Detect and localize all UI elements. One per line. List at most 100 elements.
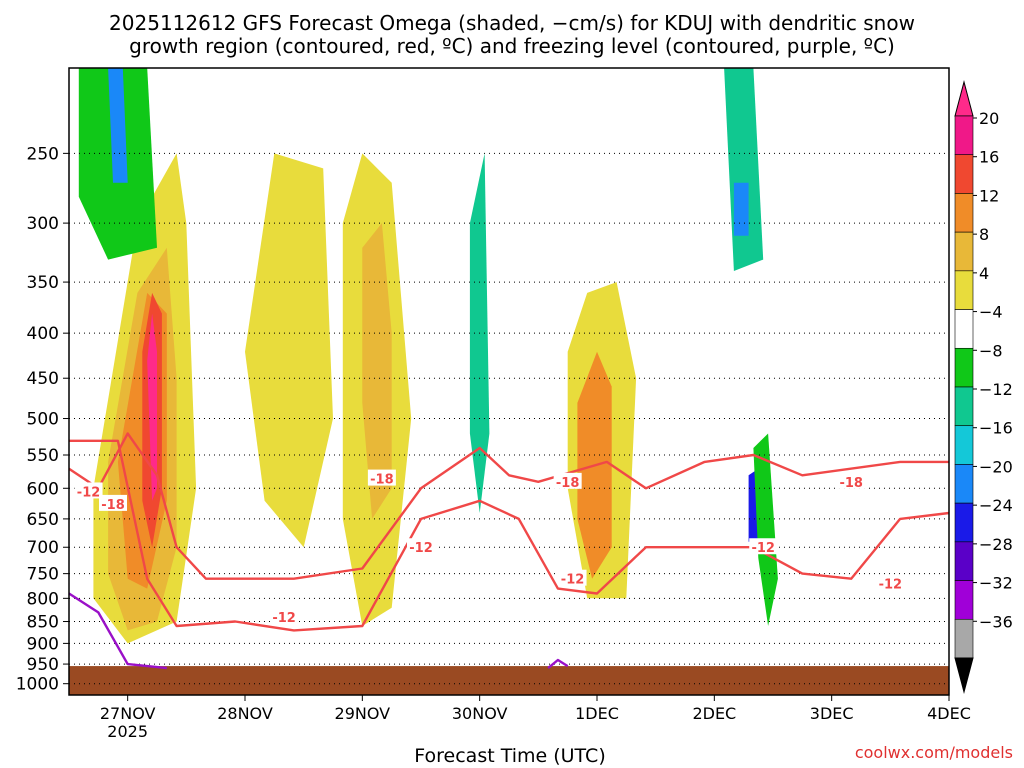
y-tick-label-450: 450 <box>27 369 59 389</box>
plot-area: -12-18-18-12-18-12-12-18-12-12 <box>68 67 950 696</box>
w-descent-26nov-blue <box>108 68 128 183</box>
x-tick-label-1: 28NOV <box>217 704 273 723</box>
contour-label-1: -18 <box>101 498 125 513</box>
temperature-contours <box>68 432 950 670</box>
y-tick-label-500: 500 <box>27 410 59 430</box>
colorbar-bottom-arrow <box>954 657 974 694</box>
contour-label-bg-3 <box>407 538 435 555</box>
colorbar-top-arrow <box>954 80 974 117</box>
colorbar-label-3: 8 <box>979 225 989 244</box>
colorbar-label-0: 20 <box>979 109 999 128</box>
colorbar-swatch-0 <box>954 115 974 156</box>
freezing-level <box>68 592 167 670</box>
colorbar-swatch-3 <box>954 231 974 272</box>
colorbar-swatch-11 <box>954 541 974 581</box>
ground-surface <box>69 666 949 695</box>
colorbar-label-7: −12 <box>979 380 1013 399</box>
colorbar-label-13: −36 <box>979 612 1013 631</box>
contour-label-bg-9 <box>270 607 299 624</box>
y-tick-label-950: 950 <box>27 655 59 675</box>
contour-label-2: -18 <box>370 473 394 488</box>
colorbar-label-9: −20 <box>979 457 1013 476</box>
contour-label-bg-0 <box>74 482 103 499</box>
snow-growth-upper <box>68 432 949 580</box>
y-tick-label-700: 700 <box>27 538 59 558</box>
colorbar-swatch-13 <box>954 618 974 659</box>
w-ascent-27nov-max <box>147 313 157 501</box>
y-tick-label-800: 800 <box>27 589 59 609</box>
x-tick-label-4: 1DEC <box>575 704 619 723</box>
w-descent-2dec-blue <box>733 182 749 236</box>
w-ascent-29nov-gold <box>362 223 392 519</box>
y-tick-label-900: 900 <box>27 634 59 654</box>
colorbar-swatch-7 <box>954 386 974 427</box>
y-tick-label-550: 550 <box>27 446 59 466</box>
contour-label-bg-2 <box>367 469 396 486</box>
contour-label-9: -12 <box>272 611 296 626</box>
colorbar-label-4: 4 <box>979 264 989 283</box>
y-tick-label-650: 650 <box>27 510 59 530</box>
contour-label-4: -18 <box>556 476 580 491</box>
y-tick-label-250: 250 <box>27 144 59 164</box>
x-tick-label-2: 29NOV <box>335 704 391 723</box>
contour-label-7: -18 <box>839 476 863 491</box>
ground-layer <box>69 666 949 695</box>
colorbar-swatch-4 <box>954 270 974 310</box>
colorbar-label-12: −32 <box>979 574 1013 593</box>
colorbar-label-11: −28 <box>979 535 1013 554</box>
contour-label-3: -12 <box>409 541 433 556</box>
y-tick-label-1000: 1000 <box>16 675 59 695</box>
x-axis-label: Forecast Time (UTC) <box>414 745 605 767</box>
colorbar-label-5: −4 <box>979 303 1003 322</box>
plot-background <box>69 68 949 695</box>
chart-title-line1: 2025112612 GFS Forecast Omega (shaded, −… <box>109 11 915 35</box>
colorbar-label-2: 12 <box>979 186 999 205</box>
x-tick-label-3: 30NOV <box>452 704 508 723</box>
contour-label-bg-8 <box>876 574 905 591</box>
contour-label-bg-6 <box>749 538 778 555</box>
contour-label-bg-7 <box>837 472 866 489</box>
y-tick-label-400: 400 <box>27 324 59 344</box>
x-tick-label-5: 2DEC <box>692 704 736 723</box>
colorbar-label-1: 16 <box>979 148 999 167</box>
colorbar-label-8: −16 <box>979 419 1013 438</box>
colorbar: 20 16 12 8 4 −4 −8 −12 −16 −20 −24 −28 −32 −36 <box>954 80 1013 694</box>
y-tick-label-850: 850 <box>27 613 59 633</box>
y-tick-label-300: 300 <box>27 214 59 234</box>
contour-label-8: -12 <box>879 578 903 593</box>
colorbar-swatch-9 <box>954 464 974 504</box>
contour-label-6: -12 <box>751 541 775 556</box>
credit-text: coolwx.com/models <box>855 743 1013 762</box>
colorbar-swatch-5 <box>954 309 974 349</box>
colorbar-label-6: −8 <box>979 341 1003 360</box>
colorbar-swatch-6 <box>954 347 974 388</box>
x-tick-sublabel-0: 2025 <box>107 722 148 741</box>
snow-growth-lower <box>69 439 950 632</box>
y-tick-label-350: 350 <box>27 273 59 293</box>
freezing-level-2 <box>547 658 569 670</box>
contour-label-bg-5 <box>558 569 587 586</box>
colorbar-swatch-1 <box>954 154 974 194</box>
contour-labels: -12-18-18-12-18-12-12-18-12-12 <box>74 469 905 626</box>
pressure-axis: 2503003504004505005506006507007508008509… <box>16 144 69 695</box>
x-tick-label-0: 27NOV <box>100 704 156 723</box>
contour-label-bg-4 <box>553 472 582 489</box>
w-ascent-28nov-yellow <box>245 153 333 548</box>
x-tick-label-7: 4DEC <box>927 704 971 723</box>
colorbar-swatch-10 <box>954 502 974 543</box>
grid-lines <box>69 152 949 685</box>
chart-title-line2: growth region (contoured, red, ºC) and f… <box>129 34 895 58</box>
y-tick-label-750: 750 <box>27 565 59 585</box>
colorbar-swatch-12 <box>954 580 974 620</box>
plot-border <box>68 67 950 696</box>
w-descent-2dec-green <box>753 433 778 626</box>
y-tick-label-600: 600 <box>27 479 59 499</box>
w-descent-2dec-cyan <box>724 68 764 271</box>
colorbar-swatch-2 <box>954 193 974 233</box>
contour-label-0: -12 <box>77 485 101 500</box>
x-tick-label-6: 3DEC <box>810 704 854 723</box>
colorbar-label-10: −24 <box>979 496 1013 515</box>
contour-label-bg-1 <box>99 494 127 511</box>
